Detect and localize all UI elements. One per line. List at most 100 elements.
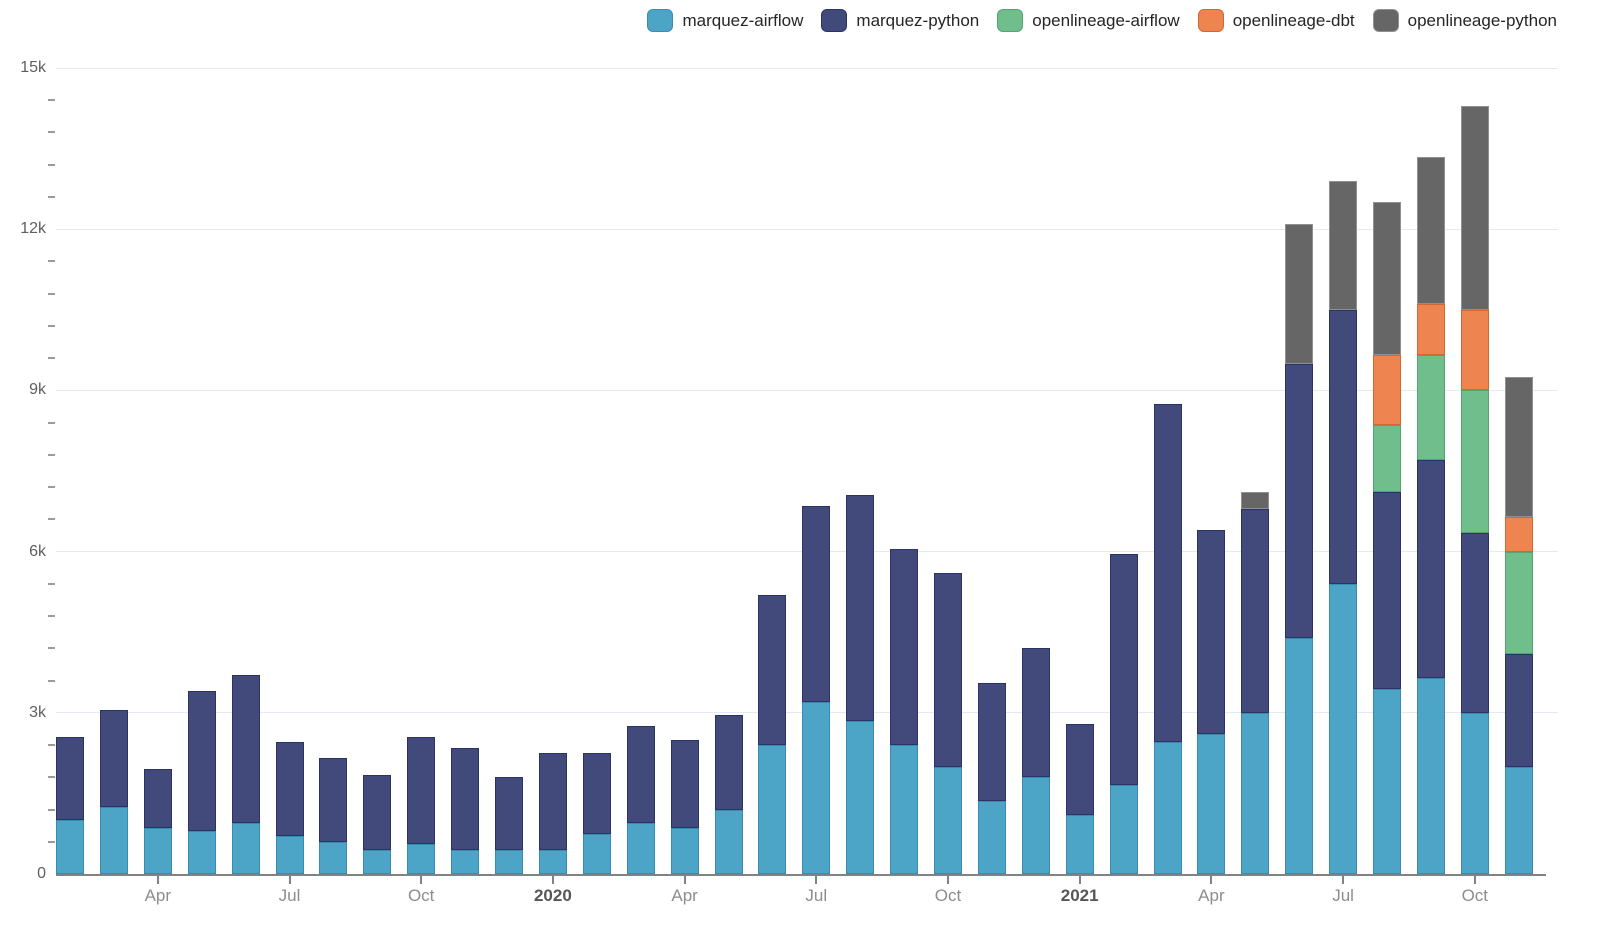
y-axis-minor-tick <box>48 260 55 263</box>
bar-segment-marquez-python[interactable] <box>99 710 128 807</box>
bar-segment-marquez-python[interactable] <box>1065 723 1094 815</box>
bar-segment-marquez-airflow[interactable] <box>1460 712 1489 874</box>
bar-segment-marquez-python[interactable] <box>143 769 172 829</box>
y-axis-minor-tick <box>48 744 55 747</box>
bar-segment-marquez-airflow[interactable] <box>1329 583 1358 874</box>
bar-segment-marquez-airflow[interactable] <box>846 720 875 874</box>
bar-segment-openlineage-airflow[interactable] <box>1504 551 1533 654</box>
bar-segment-marquez-python[interactable] <box>582 753 611 834</box>
bar-segment-marquez-python[interactable] <box>363 774 392 850</box>
bar-segment-marquez-airflow[interactable] <box>1285 637 1314 874</box>
bar-segment-marquez-airflow[interactable] <box>99 806 128 874</box>
bar-segment-marquez-airflow[interactable] <box>231 822 260 874</box>
bar-segment-marquez-python[interactable] <box>275 742 304 837</box>
bar-segment-marquez-python[interactable] <box>1504 653 1533 767</box>
bar-segment-marquez-airflow[interactable] <box>758 745 787 874</box>
bar-segment-marquez-airflow[interactable] <box>407 844 436 874</box>
legend-label: openlineage-dbt <box>1232 11 1355 30</box>
bar-segment-marquez-python[interactable] <box>1416 460 1445 678</box>
bar-segment-marquez-python[interactable] <box>495 777 523 850</box>
bar-segment-marquez-airflow[interactable] <box>451 849 480 874</box>
bar-segment-marquez-python[interactable] <box>1373 492 1401 689</box>
bar-segment-marquez-python[interactable] <box>1109 554 1138 786</box>
bar-segment-marquez-airflow[interactable] <box>1109 785 1138 874</box>
bar-segment-openlineage-dbt[interactable] <box>1373 355 1401 426</box>
bar-segment-marquez-airflow[interactable] <box>1416 677 1445 874</box>
bar-segment-marquez-airflow[interactable] <box>802 702 831 874</box>
bar-segment-marquez-airflow[interactable] <box>187 831 216 874</box>
bar-segment-openlineage-python[interactable] <box>1241 492 1270 509</box>
legend-item-openlineage-python[interactable]: openlineage-python <box>1372 9 1557 32</box>
bar-segment-openlineage-dbt[interactable] <box>1416 304 1445 356</box>
bar-segment-marquez-airflow[interactable] <box>538 849 567 874</box>
bar-segment-marquez-python[interactable] <box>1241 508 1270 713</box>
bar-segment-openlineage-airflow[interactable] <box>1460 390 1489 533</box>
bar-segment-openlineage-python[interactable] <box>1460 105 1489 310</box>
bar-segment-marquez-airflow[interactable] <box>1373 688 1401 874</box>
bar-segment-openlineage-python[interactable] <box>1329 180 1358 310</box>
bar-segment-marquez-airflow[interactable] <box>363 849 392 874</box>
bar-segment-marquez-python[interactable] <box>846 495 875 721</box>
bar-segment-marquez-airflow[interactable] <box>626 822 655 874</box>
bar-segment-openlineage-airflow[interactable] <box>1416 355 1445 461</box>
bar-segment-marquez-python[interactable] <box>626 726 655 823</box>
bar-segment-marquez-airflow[interactable] <box>670 828 699 874</box>
bar-segment-marquez-airflow[interactable] <box>495 849 523 874</box>
bar-segment-marquez-airflow[interactable] <box>1197 734 1226 874</box>
bar-segment-marquez-airflow[interactable] <box>56 820 84 874</box>
bar-segment-marquez-airflow[interactable] <box>143 828 172 874</box>
bar-segment-marquez-python[interactable] <box>451 747 480 850</box>
bar-segment-marquez-python[interactable] <box>890 548 919 746</box>
bar-segment-openlineage-airflow[interactable] <box>1373 425 1401 493</box>
legend-item-marquez-airflow[interactable]: marquez-airflow <box>647 9 803 32</box>
bar-segment-marquez-python[interactable] <box>187 691 216 831</box>
bar-segment-marquez-airflow[interactable] <box>275 836 304 874</box>
bar-segment-marquez-python[interactable] <box>1197 530 1226 735</box>
y-axis-minor-tick <box>48 486 55 489</box>
bar-segment-marquez-python[interactable] <box>1285 363 1314 638</box>
bar-segment-marquez-airflow[interactable] <box>714 809 743 874</box>
bar-segment-marquez-python[interactable] <box>758 594 787 746</box>
bar-segment-marquez-airflow[interactable] <box>1153 742 1182 874</box>
bar-segment-marquez-python[interactable] <box>231 675 260 823</box>
x-axis-tick-label: Jul <box>1332 886 1354 905</box>
legend-item-openlineage-dbt[interactable]: openlineage-dbt <box>1197 9 1355 32</box>
x-axis-tick-label: Jul <box>805 886 828 905</box>
bar-segment-marquez-python[interactable] <box>714 715 743 810</box>
bar-segment-openlineage-dbt[interactable] <box>1460 309 1489 391</box>
bar-segment-marquez-python[interactable] <box>934 573 962 767</box>
bar-segment-openlineage-python[interactable] <box>1373 202 1401 356</box>
bar-segment-marquez-python[interactable] <box>56 736 84 821</box>
bar-segment-marquez-python[interactable] <box>802 505 831 703</box>
bar-segment-marquez-python[interactable] <box>977 683 1006 802</box>
bar-segment-marquez-airflow[interactable] <box>1021 777 1050 874</box>
legend-item-openlineage-airflow[interactable]: openlineage-airflow <box>997 9 1180 32</box>
bar-segment-marquez-airflow[interactable] <box>1504 766 1533 874</box>
bar-segment-marquez-python[interactable] <box>1460 532 1489 713</box>
legend-item-marquez-python[interactable]: marquez-python <box>821 9 979 32</box>
bar-segment-marquez-python[interactable] <box>1153 403 1182 743</box>
bar-segment-openlineage-python[interactable] <box>1285 223 1314 364</box>
bar-segment-marquez-airflow[interactable] <box>319 841 348 874</box>
bar-segment-marquez-airflow[interactable] <box>977 801 1006 874</box>
y-axis-minor-tick <box>48 808 55 811</box>
bar-segment-marquez-airflow[interactable] <box>890 745 919 874</box>
bar-segment-marquez-python[interactable] <box>319 758 348 842</box>
bar-segment-openlineage-dbt[interactable] <box>1504 516 1533 552</box>
y-axis-minor-tick <box>48 647 55 650</box>
bar-segment-marquez-python[interactable] <box>407 736 436 845</box>
bar-segment-openlineage-python[interactable] <box>1416 156 1445 305</box>
y-axis-minor-tick <box>48 582 55 585</box>
bar-segment-marquez-python[interactable] <box>538 753 567 850</box>
bar-segment-marquez-airflow[interactable] <box>934 766 962 874</box>
x-axis-tick <box>156 876 159 884</box>
bar-segment-marquez-python[interactable] <box>1329 309 1358 584</box>
bar-segment-marquez-airflow[interactable] <box>1241 712 1270 874</box>
bar-segment-marquez-python[interactable] <box>670 739 699 829</box>
bar-segment-marquez-airflow[interactable] <box>582 833 611 874</box>
x-axis-tick <box>420 876 423 884</box>
bar-segment-openlineage-python[interactable] <box>1504 376 1533 517</box>
bar-segment-marquez-airflow[interactable] <box>1065 814 1094 874</box>
y-axis-minor-tick <box>48 776 55 779</box>
bar-segment-marquez-python[interactable] <box>1021 648 1050 778</box>
